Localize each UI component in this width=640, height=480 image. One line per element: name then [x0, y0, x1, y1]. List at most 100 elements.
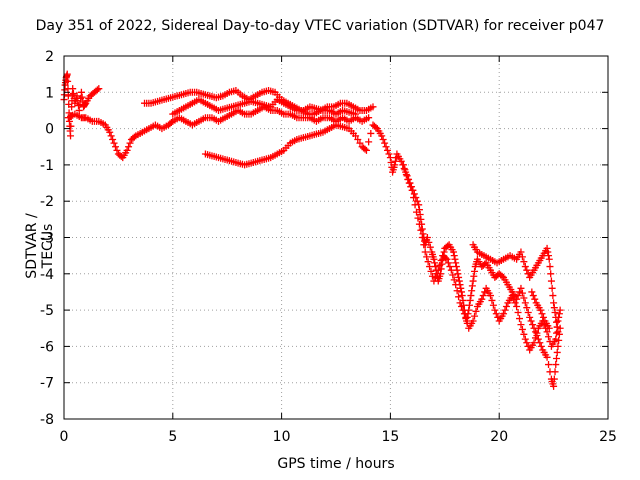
x-tick-label: 20	[490, 429, 508, 445]
data-point	[387, 158, 395, 166]
data-point	[554, 328, 562, 336]
data-point	[455, 293, 463, 301]
data-point	[456, 299, 464, 307]
data-point	[437, 256, 445, 264]
data-point	[520, 330, 528, 338]
data-point	[514, 309, 522, 317]
data-point	[527, 317, 535, 325]
data-point	[413, 208, 421, 216]
data-point	[469, 317, 477, 325]
data-point	[555, 310, 563, 318]
data-point	[511, 299, 519, 307]
data-point	[405, 179, 413, 187]
data-point	[518, 253, 526, 261]
data-point	[528, 288, 536, 296]
data-point	[470, 272, 478, 280]
data-point	[518, 325, 526, 333]
data-point	[67, 122, 75, 130]
data-point	[372, 123, 380, 131]
y-tick-label: 2	[45, 49, 54, 65]
chart-title: Day 351 of 2022, Sidereal Day-to-day VTE…	[35, 18, 605, 34]
data-point	[517, 321, 525, 329]
data-point	[460, 310, 468, 318]
data-point	[73, 92, 81, 100]
y-tick-label: -7	[40, 376, 54, 392]
data-point	[125, 143, 133, 151]
data-point	[463, 313, 471, 321]
data-point	[524, 309, 532, 317]
data-point	[478, 295, 486, 303]
data-point	[423, 253, 431, 261]
data-point	[378, 132, 386, 140]
data-point	[430, 277, 438, 285]
data-point	[465, 301, 473, 309]
data-point	[457, 288, 465, 296]
x-tick-label: 15	[381, 429, 399, 445]
data-point	[397, 157, 405, 165]
data-point	[492, 310, 500, 318]
data-point	[500, 310, 508, 318]
data-point	[521, 299, 529, 307]
data-point	[472, 307, 480, 315]
data-point	[518, 289, 526, 297]
data-point	[551, 368, 559, 376]
data-point	[130, 133, 138, 141]
y-tick-label: -6	[40, 339, 54, 355]
data-point	[369, 103, 377, 111]
data-point	[67, 132, 75, 140]
data-point	[457, 302, 465, 310]
data-point	[531, 295, 539, 303]
data-point	[442, 254, 450, 262]
data-point	[508, 292, 516, 300]
x-axis-label: GPS time / hours	[277, 456, 395, 472]
grid	[64, 56, 608, 419]
data-point	[521, 335, 529, 343]
y-tick-label: -8	[40, 412, 54, 428]
data-point	[433, 270, 441, 278]
data-point	[78, 93, 86, 101]
data-point	[403, 172, 411, 180]
data-point	[467, 292, 475, 300]
data-point	[453, 287, 461, 295]
data-point	[436, 261, 444, 269]
data-point	[400, 165, 408, 173]
data-point	[550, 299, 558, 307]
data-point	[510, 295, 518, 303]
data-point	[444, 259, 452, 267]
data-point	[479, 292, 487, 300]
data-point	[471, 267, 479, 275]
data-point	[489, 301, 497, 309]
data-point	[407, 183, 415, 191]
data-point	[418, 225, 426, 233]
data-point	[502, 302, 510, 310]
data-point	[408, 186, 416, 194]
data-point	[451, 255, 459, 263]
data-point	[385, 150, 393, 158]
data-point	[552, 361, 560, 369]
data-point	[75, 106, 83, 114]
data-point	[379, 135, 387, 143]
data-point	[531, 334, 539, 342]
data-point	[523, 304, 531, 312]
data-point	[556, 306, 564, 314]
data-point	[107, 132, 115, 140]
data-point	[523, 266, 531, 274]
data-point	[443, 255, 451, 263]
data-point	[354, 135, 362, 143]
data-point	[430, 255, 438, 263]
data-point	[111, 143, 119, 151]
data-point	[63, 70, 71, 78]
x-tick-label: 25	[599, 429, 617, 445]
data-point	[553, 318, 561, 326]
data-point	[513, 302, 521, 310]
data-point	[554, 342, 562, 350]
data-point	[553, 355, 561, 362]
data-point	[550, 382, 558, 390]
data-point	[533, 329, 541, 337]
data-point	[77, 88, 85, 96]
data-point	[468, 287, 476, 295]
data-point	[462, 315, 470, 323]
data-point	[544, 248, 552, 256]
data-point	[454, 270, 462, 278]
